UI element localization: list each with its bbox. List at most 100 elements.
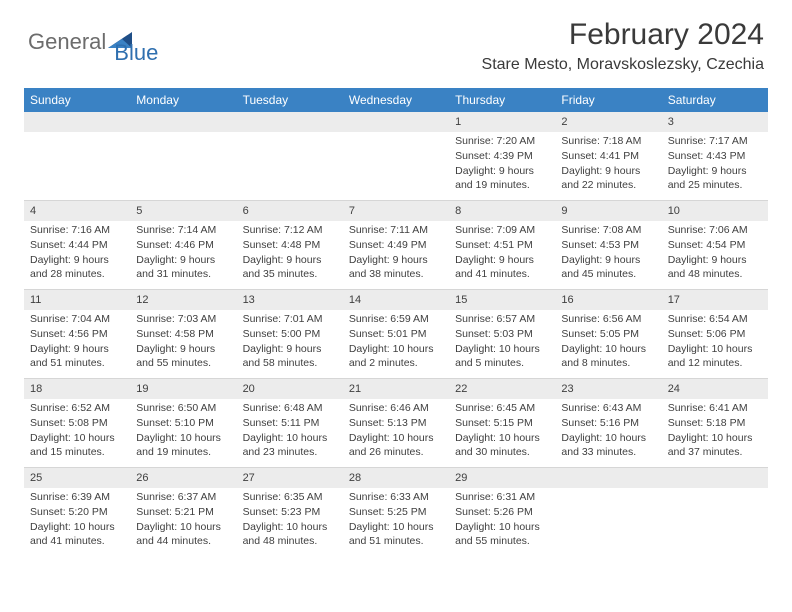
daylight-line-2: and 55 minutes.: [136, 357, 230, 371]
sunset-line: Sunset: 4:48 PM: [243, 239, 337, 253]
day-body: Sunrise: 6:46 AMSunset: 5:13 PMDaylight:…: [343, 399, 449, 467]
daylight-line-2: and 41 minutes.: [30, 535, 124, 549]
sunset-line: Sunset: 5:08 PM: [30, 417, 124, 431]
sunset-line: Sunset: 4:51 PM: [455, 239, 549, 253]
day-number: 16: [555, 290, 661, 310]
sunrise-line: Sunrise: 6:46 AM: [349, 402, 443, 416]
sunrise-line: Sunrise: 6:52 AM: [30, 402, 124, 416]
daylight-line-2: and 45 minutes.: [561, 268, 655, 282]
daylight-line-2: and 15 minutes.: [30, 446, 124, 460]
day-body: Sunrise: 7:06 AMSunset: 4:54 PMDaylight:…: [662, 221, 768, 289]
daylight-line-1: Daylight: 10 hours: [561, 343, 655, 357]
sunset-line: Sunset: 5:03 PM: [455, 328, 549, 342]
daylight-line-1: Daylight: 10 hours: [243, 432, 337, 446]
sunset-line: Sunset: 4:49 PM: [349, 239, 443, 253]
day-cell: 9Sunrise: 7:08 AMSunset: 4:53 PMDaylight…: [555, 201, 661, 289]
daylight-line-2: and 22 minutes.: [561, 179, 655, 193]
day-cell: 17Sunrise: 6:54 AMSunset: 5:06 PMDayligh…: [662, 290, 768, 378]
sunset-line: Sunset: 5:20 PM: [30, 506, 124, 520]
sunrise-line: Sunrise: 6:59 AM: [349, 313, 443, 327]
daylight-line-2: and 28 minutes.: [30, 268, 124, 282]
sunset-line: Sunset: 4:56 PM: [30, 328, 124, 342]
day-cell: 22Sunrise: 6:45 AMSunset: 5:15 PMDayligh…: [449, 379, 555, 467]
sunrise-line: Sunrise: 6:33 AM: [349, 491, 443, 505]
day-body: Sunrise: 7:08 AMSunset: 4:53 PMDaylight:…: [555, 221, 661, 289]
day-body: Sunrise: 6:37 AMSunset: 5:21 PMDaylight:…: [130, 488, 236, 556]
sunset-line: Sunset: 4:39 PM: [455, 150, 549, 164]
sunrise-line: Sunrise: 7:12 AM: [243, 224, 337, 238]
logo-word-1: General: [28, 29, 106, 55]
day-cell: 23Sunrise: 6:43 AMSunset: 5:16 PMDayligh…: [555, 379, 661, 467]
sunrise-line: Sunrise: 7:06 AM: [668, 224, 762, 238]
sunset-line: Sunset: 5:10 PM: [136, 417, 230, 431]
day-body: Sunrise: 6:57 AMSunset: 5:03 PMDaylight:…: [449, 310, 555, 378]
sunrise-line: Sunrise: 7:04 AM: [30, 313, 124, 327]
day-body: Sunrise: 6:43 AMSunset: 5:16 PMDaylight:…: [555, 399, 661, 467]
sunrise-line: Sunrise: 7:16 AM: [30, 224, 124, 238]
day-number: 8: [449, 201, 555, 221]
daylight-line-1: Daylight: 9 hours: [30, 343, 124, 357]
day-number: 27: [237, 468, 343, 488]
daylight-line-2: and 8 minutes.: [561, 357, 655, 371]
sunset-line: Sunset: 5:16 PM: [561, 417, 655, 431]
day-number: 19: [130, 379, 236, 399]
daylight-line-1: Daylight: 10 hours: [561, 432, 655, 446]
sunset-line: Sunset: 5:15 PM: [455, 417, 549, 431]
calendar: Sunday Monday Tuesday Wednesday Thursday…: [24, 88, 768, 556]
day-cell: 28Sunrise: 6:33 AMSunset: 5:25 PMDayligh…: [343, 468, 449, 556]
day-body: Sunrise: 6:48 AMSunset: 5:11 PMDaylight:…: [237, 399, 343, 467]
day-number: 3: [662, 112, 768, 132]
daylight-line-1: Daylight: 9 hours: [136, 343, 230, 357]
daylight-line-1: Daylight: 10 hours: [30, 521, 124, 535]
day-number: [24, 112, 130, 132]
day-cell: 13Sunrise: 7:01 AMSunset: 5:00 PMDayligh…: [237, 290, 343, 378]
sunrise-line: Sunrise: 6:39 AM: [30, 491, 124, 505]
sunset-line: Sunset: 5:01 PM: [349, 328, 443, 342]
day-cell: [24, 112, 130, 200]
daylight-line-2: and 5 minutes.: [455, 357, 549, 371]
day-body: Sunrise: 7:01 AMSunset: 5:00 PMDaylight:…: [237, 310, 343, 378]
day-body: Sunrise: 6:35 AMSunset: 5:23 PMDaylight:…: [237, 488, 343, 556]
day-cell: 12Sunrise: 7:03 AMSunset: 4:58 PMDayligh…: [130, 290, 236, 378]
day-cell: 18Sunrise: 6:52 AMSunset: 5:08 PMDayligh…: [24, 379, 130, 467]
day-body: Sunrise: 7:14 AMSunset: 4:46 PMDaylight:…: [130, 221, 236, 289]
title-block: February 2024 Stare Mesto, Moravskoslezs…: [482, 18, 764, 74]
weekday-header: Monday: [130, 88, 236, 112]
day-number: 10: [662, 201, 768, 221]
day-number: 17: [662, 290, 768, 310]
sunset-line: Sunset: 5:00 PM: [243, 328, 337, 342]
weekday-header: Wednesday: [343, 88, 449, 112]
day-body: Sunrise: 6:52 AMSunset: 5:08 PMDaylight:…: [24, 399, 130, 467]
day-cell: [555, 468, 661, 556]
day-body: Sunrise: 6:56 AMSunset: 5:05 PMDaylight:…: [555, 310, 661, 378]
sunrise-line: Sunrise: 6:37 AM: [136, 491, 230, 505]
day-number: [343, 112, 449, 132]
day-number: [237, 112, 343, 132]
sunrise-line: Sunrise: 7:09 AM: [455, 224, 549, 238]
daylight-line-1: Daylight: 10 hours: [30, 432, 124, 446]
sunrise-line: Sunrise: 7:11 AM: [349, 224, 443, 238]
daylight-line-1: Daylight: 10 hours: [668, 343, 762, 357]
sunset-line: Sunset: 4:53 PM: [561, 239, 655, 253]
day-cell: 4Sunrise: 7:16 AMSunset: 4:44 PMDaylight…: [24, 201, 130, 289]
sunrise-line: Sunrise: 7:01 AM: [243, 313, 337, 327]
day-cell: 29Sunrise: 6:31 AMSunset: 5:26 PMDayligh…: [449, 468, 555, 556]
day-number: 25: [24, 468, 130, 488]
daylight-line-2: and 37 minutes.: [668, 446, 762, 460]
daylight-line-1: Daylight: 9 hours: [243, 254, 337, 268]
day-number: 24: [662, 379, 768, 399]
day-cell: 20Sunrise: 6:48 AMSunset: 5:11 PMDayligh…: [237, 379, 343, 467]
day-number: 5: [130, 201, 236, 221]
day-number: 1: [449, 112, 555, 132]
day-body: Sunrise: 7:12 AMSunset: 4:48 PMDaylight:…: [237, 221, 343, 289]
day-body: Sunrise: 6:50 AMSunset: 5:10 PMDaylight:…: [130, 399, 236, 467]
daylight-line-1: Daylight: 9 hours: [455, 165, 549, 179]
day-cell: 7Sunrise: 7:11 AMSunset: 4:49 PMDaylight…: [343, 201, 449, 289]
day-body: Sunrise: 6:59 AMSunset: 5:01 PMDaylight:…: [343, 310, 449, 378]
daylight-line-2: and 12 minutes.: [668, 357, 762, 371]
daylight-line-2: and 51 minutes.: [349, 535, 443, 549]
sunrise-line: Sunrise: 6:45 AM: [455, 402, 549, 416]
daylight-line-1: Daylight: 9 hours: [30, 254, 124, 268]
day-body: Sunrise: 6:39 AMSunset: 5:20 PMDaylight:…: [24, 488, 130, 556]
weekday-header: Saturday: [662, 88, 768, 112]
